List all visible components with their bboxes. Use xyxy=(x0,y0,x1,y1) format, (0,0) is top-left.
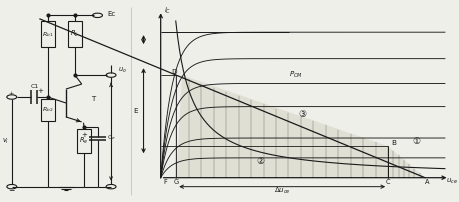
Text: −: − xyxy=(8,186,14,195)
Bar xyxy=(40,99,55,121)
Text: $R_{b2}$: $R_{b2}$ xyxy=(42,105,54,114)
Text: A: A xyxy=(424,179,429,185)
Text: $u_o$: $u_o$ xyxy=(118,65,126,75)
Text: D: D xyxy=(171,69,176,75)
Text: E: E xyxy=(133,108,137,114)
Text: T: T xyxy=(91,96,95,102)
Text: $R_e$: $R_e$ xyxy=(79,136,89,146)
Text: Ec: Ec xyxy=(107,11,115,17)
Text: C$_e$: C$_e$ xyxy=(107,133,116,142)
Bar xyxy=(40,21,55,47)
Text: $i_C$: $i_C$ xyxy=(163,6,171,16)
Text: ②: ② xyxy=(256,157,263,166)
Bar xyxy=(67,21,82,47)
Text: ③: ③ xyxy=(298,110,306,119)
Text: $v_i$: $v_i$ xyxy=(2,137,10,146)
Text: ①: ① xyxy=(412,137,420,146)
Text: +: + xyxy=(8,90,13,96)
Polygon shape xyxy=(176,75,387,178)
Text: $\Delta u_{ce}$: $\Delta u_{ce}$ xyxy=(273,186,290,196)
Text: G: G xyxy=(174,179,179,185)
Text: B: B xyxy=(390,140,395,146)
Text: C1: C1 xyxy=(30,84,39,88)
Text: +: + xyxy=(37,88,43,94)
Text: $P_{CM}$: $P_{CM}$ xyxy=(288,70,302,80)
Text: $R_{b1}$: $R_{b1}$ xyxy=(42,30,54,39)
Polygon shape xyxy=(387,146,424,178)
Bar xyxy=(77,129,91,153)
Text: F: F xyxy=(162,179,167,185)
Text: $R_L$: $R_L$ xyxy=(70,29,79,39)
Text: $u_{ce}$: $u_{ce}$ xyxy=(445,177,457,186)
Text: C: C xyxy=(385,179,390,185)
Text: +: + xyxy=(82,132,87,138)
